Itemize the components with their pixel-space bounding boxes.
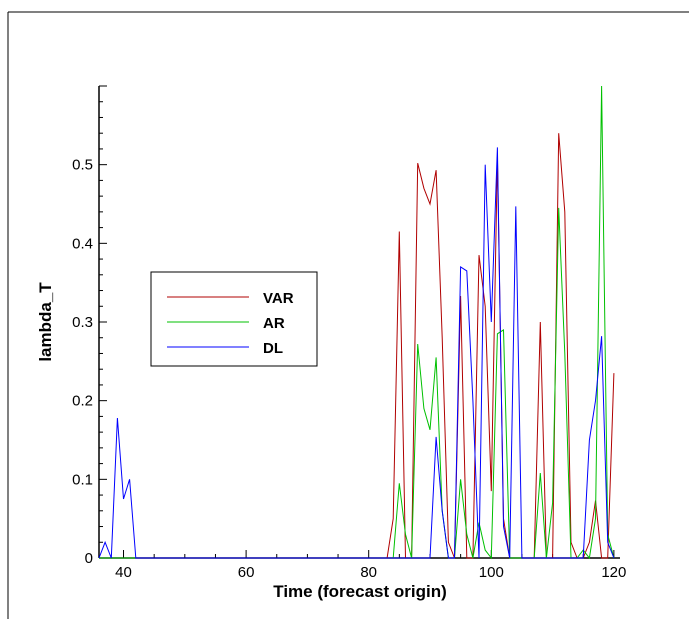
legend-label-ar: AR	[263, 315, 285, 332]
y-tick-label: 0.5	[72, 157, 93, 174]
y-axis-ticks: 0 0.1 0.2 0.3 0.4 0.5	[72, 85, 107, 567]
legend: VAR AR DL	[150, 271, 318, 367]
series-line-dl	[98, 147, 615, 559]
y-axis-title: lambda_T	[36, 282, 55, 362]
y-tick-label: 0.4	[72, 235, 93, 252]
y-tick-label: 0.2	[72, 393, 93, 410]
x-tick-label: 60	[238, 564, 255, 581]
x-axis-ticks: 40 60 80 100 120	[115, 550, 626, 581]
x-tick-label: 100	[479, 564, 504, 581]
y-tick-label: 0.1	[72, 471, 93, 488]
legend-label-dl: DL	[263, 340, 283, 357]
legend-label-var: VAR	[263, 290, 294, 307]
x-tick-label: 120	[601, 564, 626, 581]
x-tick-label: 40	[115, 564, 132, 581]
y-tick-label: 0	[85, 550, 93, 567]
legend-box	[150, 271, 318, 367]
x-tick-label: 80	[360, 564, 377, 581]
series-lines	[98, 85, 615, 560]
y-tick-label: 0.3	[72, 314, 93, 331]
x-axis-title: Time (forecast origin)	[273, 582, 447, 601]
